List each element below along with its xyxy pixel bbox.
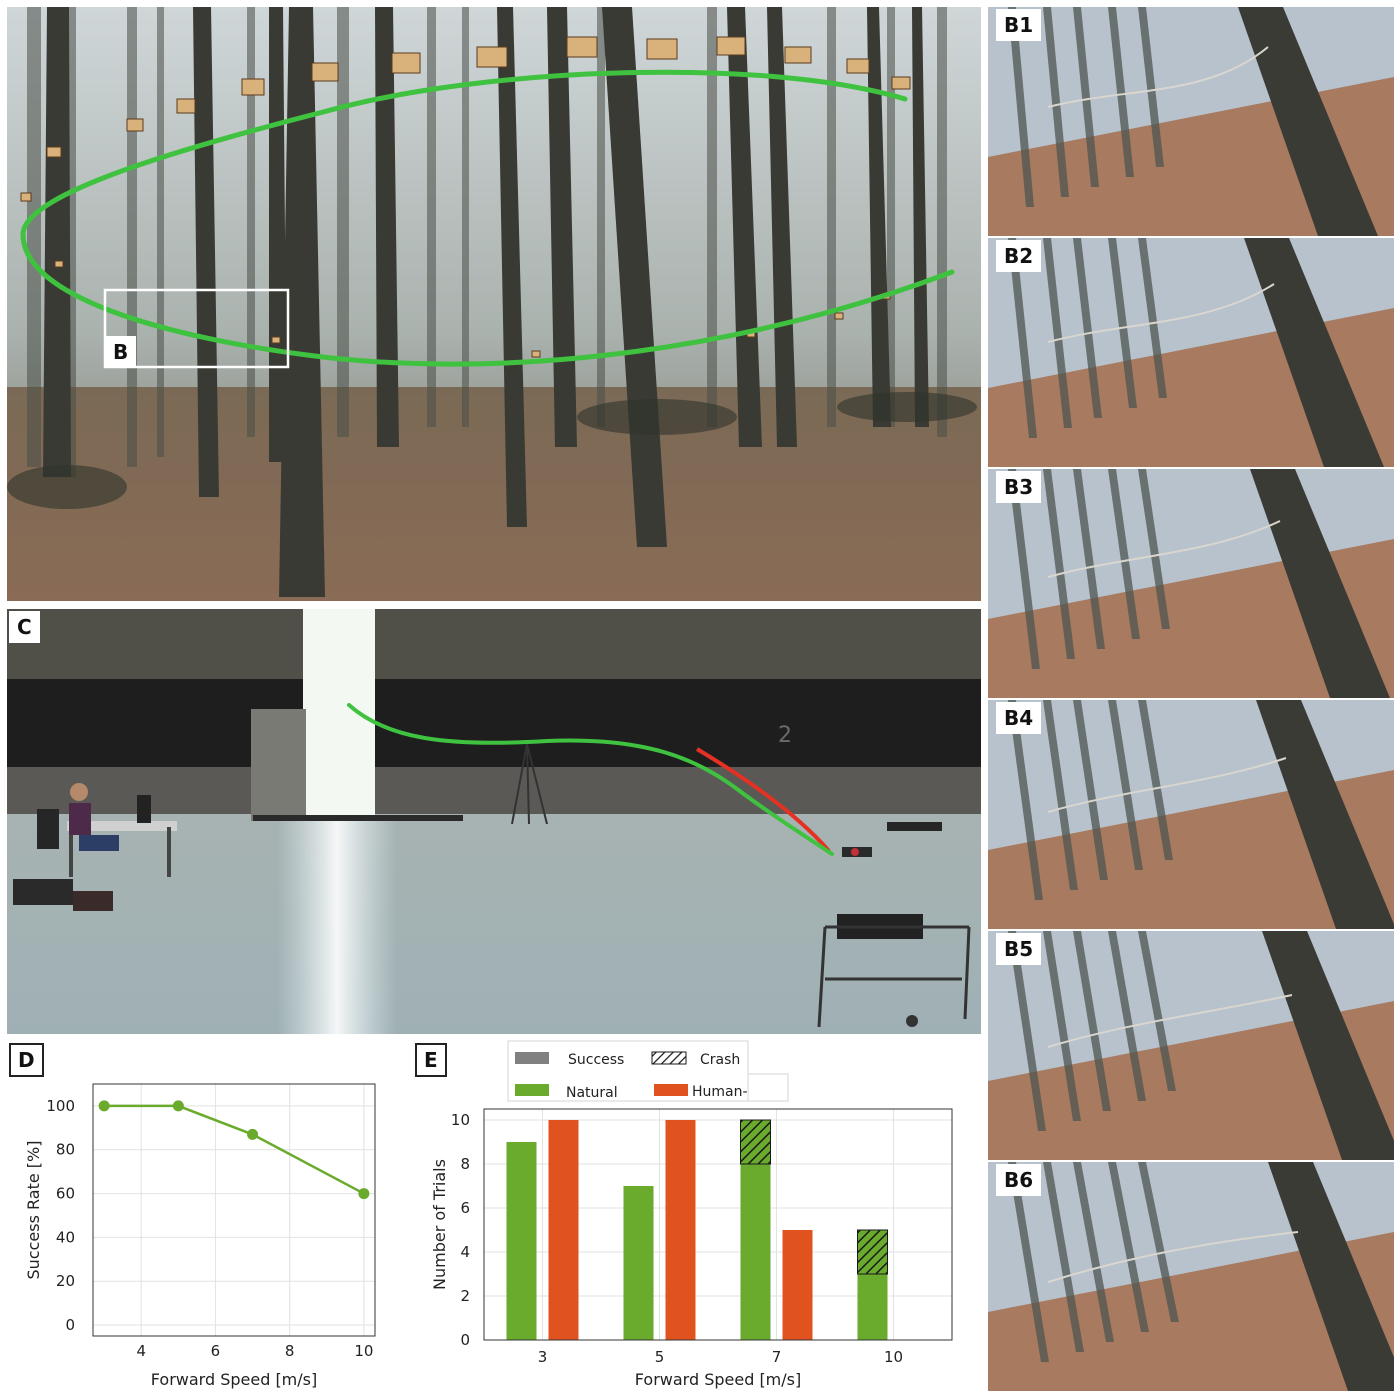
legend-label-crash: Crash <box>700 1052 740 1068</box>
x-tick-label: 4 <box>136 1342 146 1360</box>
y-tick-label: 0 <box>460 1331 470 1349</box>
wall-marking: 2 <box>778 723 792 748</box>
indoor-scene: 2 <box>7 609 981 1034</box>
y-tick-label: 40 <box>56 1228 75 1246</box>
indoor-reference-trajectory <box>695 747 831 853</box>
bar-success <box>782 1230 813 1340</box>
data-point <box>172 1100 184 1112</box>
onboard-scene <box>988 238 1394 467</box>
legend-label-natural: Natural <box>566 1085 618 1101</box>
x-tick-label: 8 <box>285 1342 295 1360</box>
legend-swatch-crash <box>651 1051 687 1065</box>
bar-success <box>665 1120 696 1340</box>
forest-trajectory-photo: B <box>7 7 981 601</box>
indoor-flight-photo: 2 C <box>7 609 981 1034</box>
x-axis-label: Forward Speed [m/s] <box>635 1370 801 1389</box>
bar-crash <box>857 1229 888 1275</box>
y-tick-label: 6 <box>460 1199 470 1217</box>
y-tick-label: 8 <box>460 1155 470 1173</box>
trials-bar-chart: 0 2 4 6 8 10 3 5 7 10 Success Crash Natural Human-Mad… <box>400 1036 985 1391</box>
plot-area <box>92 1083 376 1337</box>
panel-label-b4: B4 <box>996 702 1042 734</box>
y-tick-label: 60 <box>56 1185 75 1203</box>
forest-scene <box>7 7 981 601</box>
y-tick-label: 100 <box>46 1097 75 1115</box>
legend-swatch-natural <box>515 1084 549 1096</box>
onboard-scene <box>988 7 1394 236</box>
plot-frame <box>483 1108 953 1341</box>
y-tick-label: 2 <box>460 1287 470 1305</box>
onboard-scene <box>988 700 1394 929</box>
onboard-view-b2 <box>988 238 1394 467</box>
x-tick-label: 3 <box>538 1348 548 1366</box>
panel-label-e: E <box>415 1043 447 1077</box>
onboard-view-b1 <box>988 7 1394 236</box>
x-tick-label: 10 <box>354 1342 373 1360</box>
data-point <box>358 1188 370 1200</box>
data-point <box>98 1100 110 1112</box>
panel-label-b3: B3 <box>996 471 1042 503</box>
onboard-view-b3 <box>988 469 1394 698</box>
panel-label-d: D <box>9 1043 44 1077</box>
onboard-scene <box>988 1162 1394 1391</box>
panel-label-b1: B1 <box>996 9 1042 41</box>
data-point <box>247 1128 259 1140</box>
success-rate-line <box>104 1104 365 1195</box>
legend-swatch-human-made <box>654 1084 688 1096</box>
x-axis-label: Forward Speed [m/s] <box>151 1370 317 1389</box>
panel-label-b2: B2 <box>996 240 1042 272</box>
x-tick-label: 10 <box>884 1348 903 1366</box>
legend-label-success: Success <box>568 1052 624 1068</box>
x-tick-label: 7 <box>772 1348 782 1366</box>
onboard-view-b5 <box>988 931 1394 1160</box>
x-tick-label: 6 <box>211 1342 221 1360</box>
y-tick-label: 4 <box>460 1243 470 1261</box>
inset-b-label: B <box>105 336 137 368</box>
bar-success <box>623 1186 654 1340</box>
y-tick-label: 10 <box>451 1111 470 1129</box>
y-tick-label: 0 <box>65 1316 75 1334</box>
bar-crash <box>740 1119 771 1165</box>
onboard-view-b6 <box>988 1162 1394 1391</box>
panel-label-b5: B5 <box>996 933 1042 965</box>
bar-success <box>506 1142 537 1340</box>
panel-label-c: C <box>9 611 40 643</box>
indoor-flight-trajectory <box>347 703 834 856</box>
onboard-view-b4 <box>988 700 1394 929</box>
bar-success <box>857 1274 888 1340</box>
x-tick-label: 5 <box>655 1348 665 1366</box>
bar-success <box>548 1120 579 1340</box>
y-tick-label: 80 <box>56 1141 75 1159</box>
legend-box-ext <box>747 1073 789 1102</box>
success-rate-chart: 4 6 8 10 0 20 40 60 80 100 Forward Speed [m/s] Succ… <box>0 1036 400 1391</box>
y-axis-label: Number of Trials <box>430 1159 449 1290</box>
onboard-scene <box>988 931 1394 1160</box>
plot-frame <box>92 1083 376 1337</box>
legend-swatch-success <box>515 1052 549 1064</box>
y-axis-label: Success Rate [%] <box>24 1141 43 1280</box>
panel-label-b6: B6 <box>996 1164 1042 1196</box>
inset-b-box <box>103 288 290 369</box>
onboard-scene <box>988 469 1394 698</box>
y-tick-label: 20 <box>56 1272 75 1290</box>
bar-success <box>740 1164 771 1340</box>
